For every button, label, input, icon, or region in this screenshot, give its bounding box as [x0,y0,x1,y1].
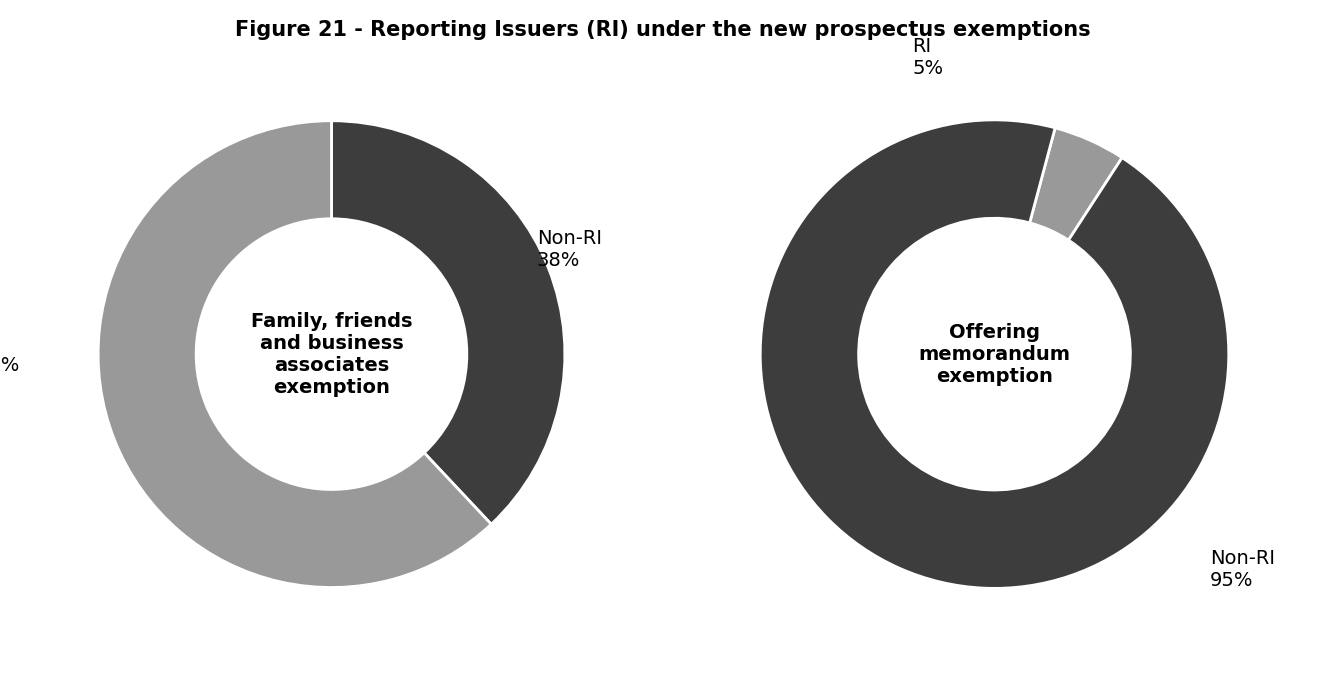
Text: Figure 21 - Reporting Issuers (RI) under the new prospectus exemptions: Figure 21 - Reporting Issuers (RI) under… [235,20,1091,40]
Text: RI
5%: RI 5% [912,37,944,78]
Wedge shape [332,121,565,524]
Wedge shape [760,120,1229,588]
Wedge shape [98,121,491,588]
Text: RI
62%: RI 62% [0,334,20,375]
Text: Non-RI
95%: Non-RI 95% [1211,549,1276,590]
Text: Non-RI
38%: Non-RI 38% [537,229,602,270]
Text: Family, friends
and business
associates
exemption: Family, friends and business associates … [251,312,412,396]
Wedge shape [1030,128,1122,240]
Text: Offering
memorandum
exemption: Offering memorandum exemption [919,323,1070,385]
